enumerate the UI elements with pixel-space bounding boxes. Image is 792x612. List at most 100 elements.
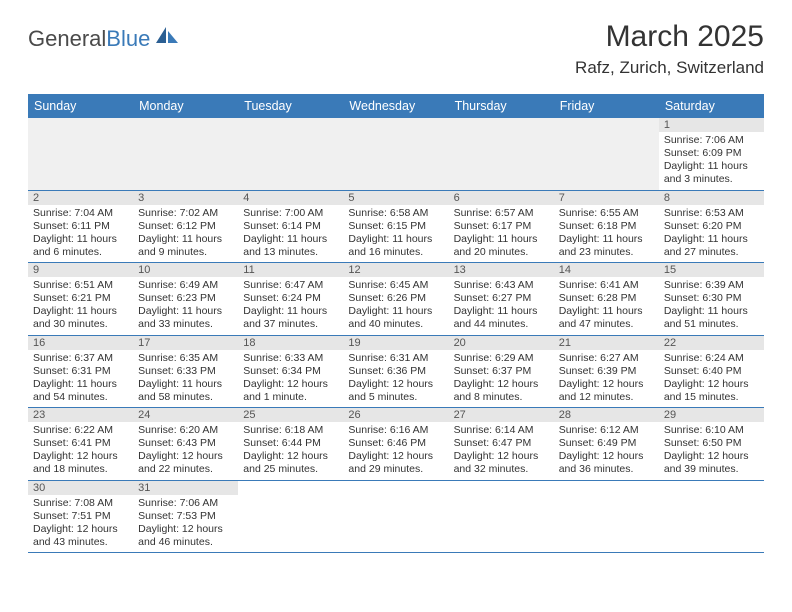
sunset-text: Sunset: 6:47 PM [454, 437, 549, 450]
sunset-text: Sunset: 6:33 PM [138, 365, 233, 378]
sunrise-text: Sunrise: 6:57 AM [454, 207, 549, 220]
day-details: Sunrise: 6:29 AMSunset: 6:37 PMDaylight:… [449, 350, 554, 408]
calendar-week: 9Sunrise: 6:51 AMSunset: 6:21 PMDaylight… [28, 263, 764, 336]
sunrise-text: Sunrise: 6:41 AM [559, 279, 654, 292]
day-number: 14 [554, 263, 659, 277]
day-number: 29 [659, 408, 764, 422]
calendar-day: 19Sunrise: 6:31 AMSunset: 6:36 PMDayligh… [343, 335, 448, 408]
calendar-day: 13Sunrise: 6:43 AMSunset: 6:27 PMDayligh… [449, 263, 554, 336]
sunrise-text: Sunrise: 6:29 AM [454, 352, 549, 365]
day-details: Sunrise: 7:02 AMSunset: 6:12 PMDaylight:… [133, 205, 238, 263]
calendar-empty [133, 118, 238, 190]
calendar-day: 22 Sunrise: 6:24 AMSunset: 6:40 PMDayligh… [659, 335, 764, 408]
sunset-text: Sunset: 7:51 PM [33, 510, 128, 523]
calendar-empty [28, 118, 133, 190]
sunset-text: Sunset: 6:28 PM [559, 292, 654, 305]
sunset-text: Sunset: 6:37 PM [454, 365, 549, 378]
sunrise-text: Sunrise: 7:02 AM [138, 207, 233, 220]
calendar-day: 29Sunrise: 6:10 AMSunset: 6:50 PMDayligh… [659, 408, 764, 481]
day-details: Sunrise: 6:43 AMSunset: 6:27 PMDaylight:… [449, 277, 554, 335]
sunset-text: Sunset: 6:26 PM [348, 292, 443, 305]
sunset-text: Sunset: 6:40 PM [664, 365, 759, 378]
calendar-empty [554, 480, 659, 553]
daylight-text: Daylight: 11 hours and 58 minutes. [138, 378, 233, 404]
calendar-day: 12Sunrise: 6:45 AMSunset: 6:26 PMDayligh… [343, 263, 448, 336]
day-number: 25 [238, 408, 343, 422]
day-details: Sunrise: 6:12 AMSunset: 6:49 PMDaylight:… [554, 422, 659, 480]
day-number: 10 [133, 263, 238, 277]
sunset-text: Sunset: 6:24 PM [243, 292, 338, 305]
logo: GeneralBlue [28, 26, 180, 52]
day-number: 4 [238, 191, 343, 205]
day-number: 26 [343, 408, 448, 422]
day-header: Sunday [28, 94, 133, 118]
month-title: March 2025 [575, 20, 764, 54]
daylight-text: Daylight: 12 hours and 1 minute. [243, 378, 338, 404]
sunrise-text: Sunrise: 6:24 AM [664, 352, 759, 365]
sunrise-text: Sunrise: 6:12 AM [559, 424, 654, 437]
day-details: Sunrise: 6:33 AMSunset: 6:34 PMDaylight:… [238, 350, 343, 408]
day-details: Sunrise: 7:08 AMSunset: 7:51 PMDaylight:… [28, 495, 133, 553]
sunset-text: Sunset: 6:50 PM [664, 437, 759, 450]
calendar-empty [449, 118, 554, 190]
day-details: Sunrise: 6:10 AMSunset: 6:50 PMDaylight:… [659, 422, 764, 480]
calendar-day: 9Sunrise: 6:51 AMSunset: 6:21 PMDaylight… [28, 263, 133, 336]
sunset-text: Sunset: 6:15 PM [348, 220, 443, 233]
sunset-text: Sunset: 6:11 PM [33, 220, 128, 233]
sunrise-text: Sunrise: 6:53 AM [664, 207, 759, 220]
calendar-day: 25Sunrise: 6:18 AMSunset: 6:44 PMDayligh… [238, 408, 343, 481]
sunrise-text: Sunrise: 6:35 AM [138, 352, 233, 365]
header: GeneralBlue March 2025 Rafz, Zurich, Swi… [0, 0, 792, 86]
daylight-text: Daylight: 12 hours and 29 minutes. [348, 450, 443, 476]
location: Rafz, Zurich, Switzerland [575, 58, 764, 78]
calendar-day: 27Sunrise: 6:14 AMSunset: 6:47 PMDayligh… [449, 408, 554, 481]
calendar-day: 11Sunrise: 6:47 AMSunset: 6:24 PMDayligh… [238, 263, 343, 336]
sunset-text: Sunset: 6:39 PM [559, 365, 654, 378]
day-details: Sunrise: 6:20 AMSunset: 6:43 PMDaylight:… [133, 422, 238, 480]
sunset-text: Sunset: 6:23 PM [138, 292, 233, 305]
calendar-day: 14 Sunrise: 6:41 AMSunset: 6:28 PMDayligh… [554, 263, 659, 336]
daylight-text: Daylight: 11 hours and 30 minutes. [33, 305, 128, 331]
calendar-day: 5Sunrise: 6:58 AMSunset: 6:15 PMDaylight… [343, 190, 448, 263]
day-number: 19 [343, 336, 448, 350]
calendar-body: 1Sunrise: 7:06 AMSunset: 6:09 PMDaylight… [28, 118, 764, 553]
sunrise-text: Sunrise: 6:14 AM [454, 424, 549, 437]
day-number: 15 [659, 263, 764, 277]
calendar-empty [238, 480, 343, 553]
day-details: Sunrise: 7:00 AMSunset: 6:14 PMDaylight:… [238, 205, 343, 263]
daylight-text: Daylight: 11 hours and 44 minutes. [454, 305, 549, 331]
calendar-day: 17Sunrise: 6:35 AMSunset: 6:33 PMDayligh… [133, 335, 238, 408]
daylight-text: Daylight: 12 hours and 15 minutes. [664, 378, 759, 404]
calendar-day: 7Sunrise: 6:55 AMSunset: 6:18 PMDaylight… [554, 190, 659, 263]
daylight-text: Daylight: 11 hours and 47 minutes. [559, 305, 654, 331]
daylight-text: Daylight: 12 hours and 36 minutes. [559, 450, 654, 476]
day-details: Sunrise: 6:37 AMSunset: 6:31 PMDaylight:… [28, 350, 133, 408]
calendar-week: 2Sunrise: 7:04 AMSunset: 6:11 PMDaylight… [28, 190, 764, 263]
day-details: Sunrise: 6:31 AMSunset: 6:36 PMDaylight:… [343, 350, 448, 408]
sunrise-text: Sunrise: 6:55 AM [559, 207, 654, 220]
sunset-text: Sunset: 7:53 PM [138, 510, 233, 523]
calendar-empty [659, 480, 764, 553]
day-details: Sunrise: 6:47 AMSunset: 6:24 PMDaylight:… [238, 277, 343, 335]
sunrise-text: Sunrise: 6:31 AM [348, 352, 443, 365]
sunrise-text: Sunrise: 6:27 AM [559, 352, 654, 365]
daylight-text: Daylight: 12 hours and 46 minutes. [138, 523, 233, 549]
calendar-day: 21Sunrise: 6:27 AMSunset: 6:39 PMDayligh… [554, 335, 659, 408]
day-details: Sunrise: 6:35 AMSunset: 6:33 PMDaylight:… [133, 350, 238, 408]
sunrise-text: Sunrise: 6:33 AM [243, 352, 338, 365]
day-details: Sunrise: 6:39 AMSunset: 6:30 PMDaylight:… [659, 277, 764, 335]
day-details: Sunrise: 6:14 AMSunset: 6:47 PMDaylight:… [449, 422, 554, 480]
day-number: 30 [28, 481, 133, 495]
day-number: 1 [659, 118, 764, 132]
sunset-text: Sunset: 6:20 PM [664, 220, 759, 233]
day-number: 22 [659, 336, 764, 350]
day-header: Monday [133, 94, 238, 118]
calendar-day: 24Sunrise: 6:20 AMSunset: 6:43 PMDayligh… [133, 408, 238, 481]
daylight-text: Daylight: 11 hours and 54 minutes. [33, 378, 128, 404]
sunrise-text: Sunrise: 7:00 AM [243, 207, 338, 220]
sunset-text: Sunset: 6:14 PM [243, 220, 338, 233]
calendar-empty [554, 118, 659, 190]
sunset-text: Sunset: 6:36 PM [348, 365, 443, 378]
calendar-day: 31Sunrise: 7:06 AMSunset: 7:53 PMDayligh… [133, 480, 238, 553]
day-number: 31 [133, 481, 238, 495]
